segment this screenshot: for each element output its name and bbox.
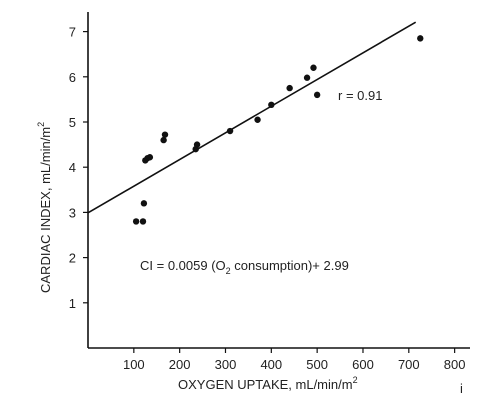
data-point <box>139 218 147 225</box>
x-axis-title-main: OXYGEN UPTAKE, mL/min/m <box>178 377 353 392</box>
y-axis-title: CARDIAC INDEX, mL/min/m2 <box>36 122 53 293</box>
x-tick-label: 100 <box>123 357 145 372</box>
data-point <box>132 218 140 225</box>
x-tick-label: 500 <box>306 357 328 372</box>
data-point <box>140 200 148 207</box>
data-point <box>226 127 234 135</box>
data-point <box>160 136 167 144</box>
data-point <box>254 116 261 123</box>
data-point <box>417 35 424 42</box>
equation-subscript: 2 <box>226 266 231 276</box>
equation-suffix: consumption)+ 2.99 <box>231 258 349 273</box>
corner-mark: i <box>460 381 463 396</box>
x-tick-label: 400 <box>260 357 282 372</box>
x-tick-label: 700 <box>398 357 420 372</box>
data-point <box>310 64 317 71</box>
y-tick-label: 5 <box>69 115 76 130</box>
equation-prefix: CI = 0.0059 (O <box>140 258 226 273</box>
x-tick-label: 600 <box>352 357 374 372</box>
data-points <box>132 35 424 225</box>
r-value-annotation: r = 0.91 <box>338 88 382 103</box>
fit-line-group <box>87 21 417 214</box>
y-tick-label: 3 <box>69 205 76 220</box>
y-tick-label: 7 <box>69 25 76 40</box>
y-axis-title-sup: 2 <box>36 122 46 127</box>
regression-equation: CI = 0.0059 (O2 consumption)+ 2.99 <box>140 258 349 276</box>
y-tick-label: 6 <box>69 70 76 85</box>
x-tick-label: 200 <box>169 357 191 372</box>
data-point <box>313 91 321 99</box>
y-axis-title-main: CARDIAC INDEX, mL/min/m <box>38 127 53 293</box>
y-tick-label: 4 <box>69 160 76 175</box>
x-tick-label: 300 <box>215 357 237 372</box>
data-point <box>193 141 201 148</box>
x-axis-title: OXYGEN UPTAKE, mL/min/m2 <box>178 375 358 392</box>
data-point <box>146 154 154 161</box>
y-tick-label: 2 <box>69 251 76 266</box>
x-tick-label: 800 <box>444 357 466 372</box>
regression-line <box>87 21 417 214</box>
y-tick-label: 1 <box>69 296 76 311</box>
data-point <box>161 131 169 138</box>
data-point <box>286 84 293 92</box>
data-point <box>268 101 275 109</box>
x-axis-title-sup: 2 <box>353 375 358 385</box>
tick-group: 100 200 300 400 500 600 700 800 1 2 3 4 5 6 7 <box>69 25 466 372</box>
data-point <box>303 74 311 81</box>
